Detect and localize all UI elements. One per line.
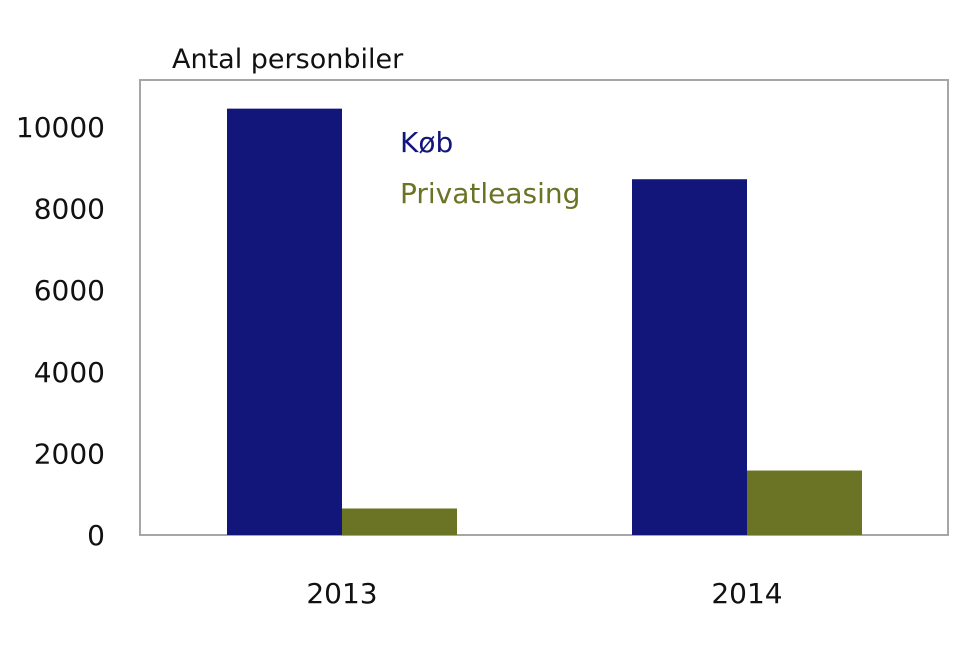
x-tick-label: 2013 bbox=[306, 577, 377, 610]
plot-area-frame bbox=[139, 79, 949, 536]
legend-entry-privatleasing: Privatleasing bbox=[400, 177, 580, 210]
bar-kob-2013 bbox=[227, 108, 342, 535]
y-tick-label: 10000 bbox=[16, 111, 105, 144]
legend: Køb Privatleasing bbox=[400, 126, 580, 210]
bar-privatleasing-2013 bbox=[342, 508, 457, 535]
bar-privatleasing-2014 bbox=[747, 470, 862, 535]
x-tick-label: 2014 bbox=[711, 577, 782, 610]
bars-group bbox=[227, 108, 862, 535]
y-tick-label: 6000 bbox=[34, 274, 105, 307]
y-tick-label: 8000 bbox=[34, 193, 105, 226]
y-tick-label: 0 bbox=[87, 519, 105, 552]
legend-entry-kob: Køb bbox=[400, 126, 453, 159]
y-tick-label: 2000 bbox=[34, 437, 105, 470]
y-tick-label: 4000 bbox=[34, 356, 105, 389]
y-axis-title: Antal personbiler bbox=[172, 44, 404, 75]
x-axis-ticks: 2013 2014 bbox=[306, 577, 782, 610]
bar-kob-2014 bbox=[632, 179, 747, 535]
y-axis-ticks: 0 2000 4000 6000 8000 10000 bbox=[16, 111, 105, 552]
